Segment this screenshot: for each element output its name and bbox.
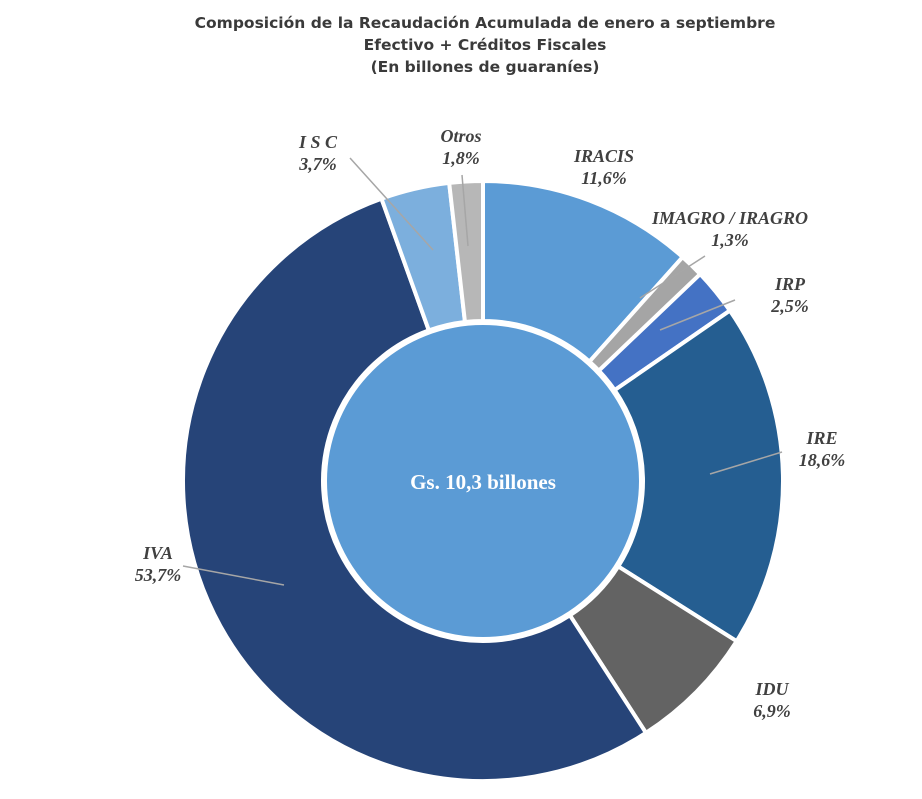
leader-line bbox=[659, 299, 736, 331]
slice-name-label: Otros bbox=[440, 126, 481, 146]
center-label: Gs. 10,3 billones bbox=[410, 470, 556, 494]
slice-name-label: IDU bbox=[754, 679, 789, 699]
leader-line bbox=[639, 255, 706, 299]
donut-slices bbox=[181, 179, 785, 783]
slice-name-label: IRP bbox=[774, 274, 806, 294]
slice-value-label: 18,6% bbox=[799, 450, 846, 470]
slice-value-label: 1,8% bbox=[442, 148, 480, 168]
slice-value-label: 2,5% bbox=[770, 296, 809, 316]
slice-name-label: IRACIS bbox=[573, 146, 634, 166]
leader-line bbox=[709, 451, 783, 475]
slice-value-label: 11,6% bbox=[581, 168, 627, 188]
slice-value-label: 1,3% bbox=[711, 230, 749, 250]
chart-subtitle: Efectivo + Créditos Fiscales bbox=[363, 36, 607, 54]
slice-value-label: 3,7% bbox=[298, 154, 337, 174]
slice-name-label: IMAGRO / IRAGRO bbox=[651, 208, 808, 228]
slice-name-label: IRE bbox=[805, 428, 837, 448]
slice-value-label: 6,9% bbox=[753, 701, 791, 721]
slice-value-label: 53,7% bbox=[135, 565, 182, 585]
slice-name-label: IVA bbox=[142, 543, 173, 563]
leader-lines bbox=[182, 157, 783, 586]
chart-units: (En billones de guaraníes) bbox=[370, 58, 600, 76]
leader-line bbox=[349, 157, 434, 251]
chart-title-block: Composición de la Recaudación Acumulada … bbox=[0, 12, 922, 78]
leader-line bbox=[182, 565, 285, 586]
leader-line bbox=[461, 174, 469, 247]
center-circle bbox=[323, 321, 643, 641]
slice-name-label: I S C bbox=[298, 132, 338, 152]
chart-title: Composición de la Recaudación Acumulada … bbox=[194, 14, 776, 32]
